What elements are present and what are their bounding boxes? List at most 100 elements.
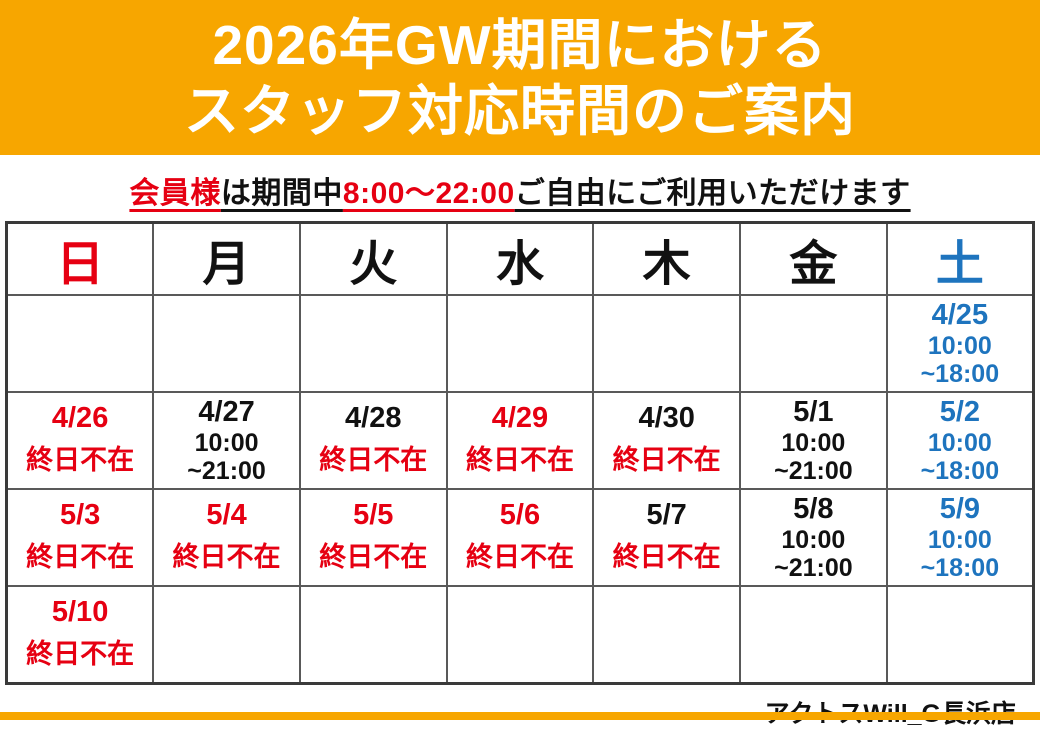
day-header-sun: 日	[5, 221, 155, 296]
cell-date: 5/9	[939, 493, 981, 526]
day-header-sat: 土	[885, 221, 1035, 296]
cell-status: 終日不在	[26, 542, 135, 572]
cell-date: 5/5	[353, 499, 394, 531]
cell-time: ~21:00	[187, 456, 266, 485]
day-header-tue: 火	[298, 221, 448, 296]
subtitle-segment: ご自由にご利用いただけます	[514, 177, 911, 210]
cell-date: 5/4	[206, 499, 247, 531]
calendar-cell-4-26: 4/26 終日不在	[5, 391, 155, 490]
member-hours-subtitle: 会員様は期間中8:00～22:00ご自由にご利用いただけます	[0, 168, 1040, 212]
subtitle-segment: は期間中	[220, 177, 343, 210]
calendar-cell-empty	[885, 585, 1035, 685]
calendar-cell-empty	[298, 585, 448, 685]
bottom-accent-bar	[0, 712, 1040, 720]
cell-status: 終日不在	[319, 445, 428, 475]
day-header-fri: 金	[739, 221, 888, 296]
calendar-cell-5-6: 5/6 終日不在	[445, 488, 595, 587]
cell-time: ~18:00	[920, 359, 1000, 388]
calendar-week-row: 4/26 終日不在 4/27 10:00 ~21:00 4/28 終日不在 4/29 終日不在 4…	[5, 391, 1035, 490]
cell-date: 5/6	[499, 499, 541, 531]
staffed-day-cell: 5/1 10:00 ~21:00	[741, 393, 886, 488]
calendar-cell-4-30: 4/30 終日不在	[592, 391, 742, 490]
calendar-cell-5-5: 5/5 終日不在	[298, 488, 448, 587]
subtitle-segment: 会員様	[129, 177, 221, 210]
store-name: アクトスWill_G長浜店	[0, 685, 1040, 730]
day-header-thu: 木	[592, 221, 742, 296]
calendar-cell-4-29: 4/29 終日不在	[445, 391, 595, 490]
staffed-day-cell: 5/8 10:00 ~21:00	[741, 490, 886, 585]
calendar-cell-4-25: 4/25 10:00 ~18:00	[885, 294, 1035, 393]
cell-time: 10:00	[781, 525, 846, 554]
cell-date: 4/25	[931, 299, 989, 332]
staffed-day-cell: 5/2 10:00 ~18:00	[888, 393, 1032, 488]
calendar-cell-empty	[739, 294, 888, 393]
calendar-cell-empty	[445, 294, 595, 393]
cell-status: 終日不在	[612, 542, 721, 572]
calendar-cell-empty	[592, 585, 742, 685]
day-header-wed: 水	[445, 221, 595, 296]
calendar-week-row: 4/25 10:00 ~18:00	[5, 294, 1035, 393]
cell-time: ~21:00	[774, 553, 853, 582]
cell-date: 5/7	[646, 499, 687, 531]
calendar-cell-5-9: 5/9 10:00 ~18:00	[885, 488, 1035, 587]
calendar-cell-5-10: 5/10 終日不在	[5, 585, 155, 685]
staffed-day-cell: 4/25 10:00 ~18:00	[888, 296, 1032, 391]
cell-date: 4/29	[491, 402, 549, 434]
cell-date: 5/2	[939, 396, 981, 429]
calendar-cell-empty	[739, 585, 888, 685]
cell-date: 5/8	[793, 493, 834, 526]
absent-day-cell: 4/26 終日不在	[8, 393, 152, 488]
calendar-cell-5-7: 5/7 終日不在	[592, 488, 742, 587]
calendar-week-row: 5/3 終日不在 5/4 終日不在 5/5 終日不在 5/6 終日不在 5/7 終日不在 5/8 10…	[5, 488, 1035, 587]
cell-date: 5/1	[793, 396, 834, 429]
absent-day-cell: 4/29 終日不在	[448, 393, 593, 488]
cell-status: 終日不在	[26, 445, 135, 475]
calendar-week-row: 5/10 終日不在	[5, 585, 1035, 685]
calendar-cell-5-3: 5/3 終日不在	[5, 488, 155, 587]
cell-time: ~18:00	[920, 456, 1000, 485]
cell-date: 4/28	[345, 402, 402, 434]
cell-time: 10:00	[927, 331, 992, 360]
calendar-cell-empty	[152, 585, 301, 685]
calendar-cell-empty	[445, 585, 595, 685]
absent-day-cell: 5/6 終日不在	[448, 490, 593, 585]
subtitle-segment: 8:00～22:00	[342, 177, 515, 210]
calendar-cell-4-28: 4/28 終日不在	[298, 391, 448, 490]
calendar-cell-5-4: 5/4 終日不在	[152, 488, 301, 587]
calendar-cell-5-2: 5/2 10:00 ~18:00	[885, 391, 1035, 490]
absent-day-cell: 5/5 終日不在	[301, 490, 446, 585]
calendar-cell-empty	[152, 294, 301, 393]
poster-title-line1: 2026年GW期間における	[212, 13, 828, 76]
absent-day-cell: 5/7 終日不在	[594, 490, 739, 585]
absent-day-cell: 5/3 終日不在	[8, 490, 152, 585]
header-banner: 2026年GW期間における スタッフ対応時間のご案内	[0, 0, 1040, 155]
staffed-day-cell: 4/27 10:00 ~21:00	[154, 393, 299, 488]
cell-time: 10:00	[927, 525, 992, 554]
staffed-day-cell: 5/9 10:00 ~18:00	[888, 490, 1032, 585]
absent-day-cell: 5/4 終日不在	[154, 490, 299, 585]
day-of-week-header-row: 日月火水木金土	[5, 221, 1035, 296]
cell-status: 終日不在	[172, 542, 281, 572]
calendar-cell-4-27: 4/27 10:00 ~21:00	[152, 391, 301, 490]
absent-day-cell: 4/30 終日不在	[594, 393, 739, 488]
cell-time: 10:00	[194, 428, 259, 457]
calendar-cell-empty	[5, 294, 155, 393]
cell-time: 10:00	[781, 428, 846, 457]
cell-status: 終日不在	[612, 445, 721, 475]
cell-status: 終日不在	[465, 445, 574, 475]
absent-day-cell: 4/28 終日不在	[301, 393, 446, 488]
absent-day-cell: 5/10 終日不在	[8, 587, 152, 682]
calendar-cell-empty	[592, 294, 742, 393]
day-header-mon: 月	[152, 221, 301, 296]
cell-status: 終日不在	[26, 639, 135, 669]
cell-status: 終日不在	[465, 542, 574, 572]
calendar-cell-empty	[298, 294, 448, 393]
poster-title-line2: スタッフ対応時間のご案内	[183, 79, 856, 142]
calendar-cell-5-8: 5/8 10:00 ~21:00	[739, 488, 888, 587]
cell-date: 5/10	[51, 596, 109, 628]
cell-date: 4/27	[198, 396, 255, 429]
calendar-cell-5-1: 5/1 10:00 ~21:00	[739, 391, 888, 490]
cell-time: 10:00	[927, 428, 992, 457]
cell-date: 5/3	[59, 499, 101, 531]
cell-date: 4/30	[638, 402, 695, 434]
